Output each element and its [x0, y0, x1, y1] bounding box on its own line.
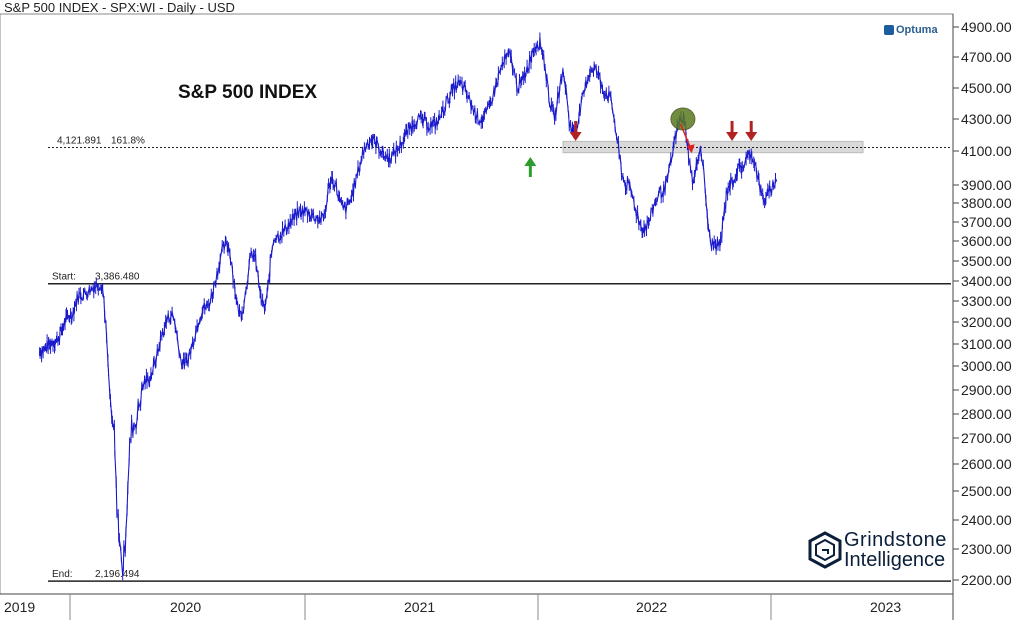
- y-tick-label: 3500.00: [961, 253, 1012, 269]
- price-line: [39, 36, 778, 577]
- grindstone-line2: Intelligence: [844, 549, 946, 571]
- resistance-down-arrow-head: [569, 132, 582, 141]
- y-tick-label: 2200.00: [961, 572, 1012, 588]
- y-tick-label: 3000.00: [961, 358, 1012, 374]
- x-tick-label: 2023: [870, 599, 901, 615]
- grindstone-logo: Grindstone Intelligence: [808, 530, 947, 570]
- y-tick-label: 4100.00: [961, 143, 1012, 159]
- y-tick-label: 3400.00: [961, 273, 1012, 289]
- optuma-label: Optuma: [896, 24, 938, 36]
- optuma-logo: Optuma: [884, 24, 938, 36]
- reference-label: 4,121.891: [57, 135, 102, 146]
- reference-value: 161.8%: [111, 135, 145, 146]
- failed-breakout-arrow-head: [686, 144, 695, 154]
- y-tick-label: 3900.00: [961, 177, 1012, 193]
- grindstone-line1: Grindstone: [844, 529, 947, 551]
- optuma-icon: [884, 25, 894, 35]
- reference-label: End:: [52, 569, 73, 580]
- y-tick-label: 2400.00: [961, 512, 1012, 528]
- y-tick-label: 3300.00: [961, 293, 1012, 309]
- chart-title: S&P 500 INDEX: [178, 82, 318, 103]
- y-tick-label: 3200.00: [961, 314, 1012, 330]
- breakout-circle: [670, 107, 696, 131]
- resistance-down-arrow-head: [726, 132, 739, 141]
- price-bars: [39, 32, 776, 581]
- x-tick-label: 2019: [4, 599, 35, 615]
- y-tick-label: 2900.00: [961, 382, 1012, 398]
- y-tick-label: 2300.00: [961, 541, 1012, 557]
- y-tick-label: 3700.00: [961, 214, 1012, 230]
- y-tick-label: 2700.00: [961, 430, 1012, 446]
- reference-value: 3,386.480: [95, 272, 140, 283]
- y-tick-label: 3100.00: [961, 336, 1012, 352]
- grindstone-icon: [808, 531, 842, 569]
- support-up-arrow-head: [524, 157, 537, 166]
- y-tick-label: 4700.00: [961, 49, 1012, 65]
- chart-header: S&P 500 INDEX - SPX:WI - Daily - USD: [4, 0, 235, 15]
- y-tick-label: 2600.00: [961, 456, 1012, 472]
- y-tick-label: 4900.00: [961, 19, 1012, 35]
- y-tick-label: 4300.00: [961, 111, 1012, 127]
- failed-breakout-arrow: [679, 123, 692, 149]
- y-tick-label: 3800.00: [961, 195, 1012, 211]
- plot-frame: [0, 13, 954, 595]
- resistance-down-arrow-head: [745, 132, 758, 141]
- y-tick-label: 4500.00: [961, 80, 1012, 96]
- reference-label: Start:: [52, 272, 76, 283]
- y-tick-label: 2500.00: [961, 483, 1012, 499]
- grindstone-text: Grindstone Intelligence: [844, 530, 947, 570]
- x-tick-label: 2022: [636, 599, 667, 615]
- y-tick-label: 3600.00: [961, 233, 1012, 249]
- x-tick-label: 2021: [404, 599, 435, 615]
- x-tick-label: 2020: [170, 599, 201, 615]
- reference-value: 2,196.494: [95, 569, 140, 580]
- y-tick-label: 2800.00: [961, 406, 1012, 422]
